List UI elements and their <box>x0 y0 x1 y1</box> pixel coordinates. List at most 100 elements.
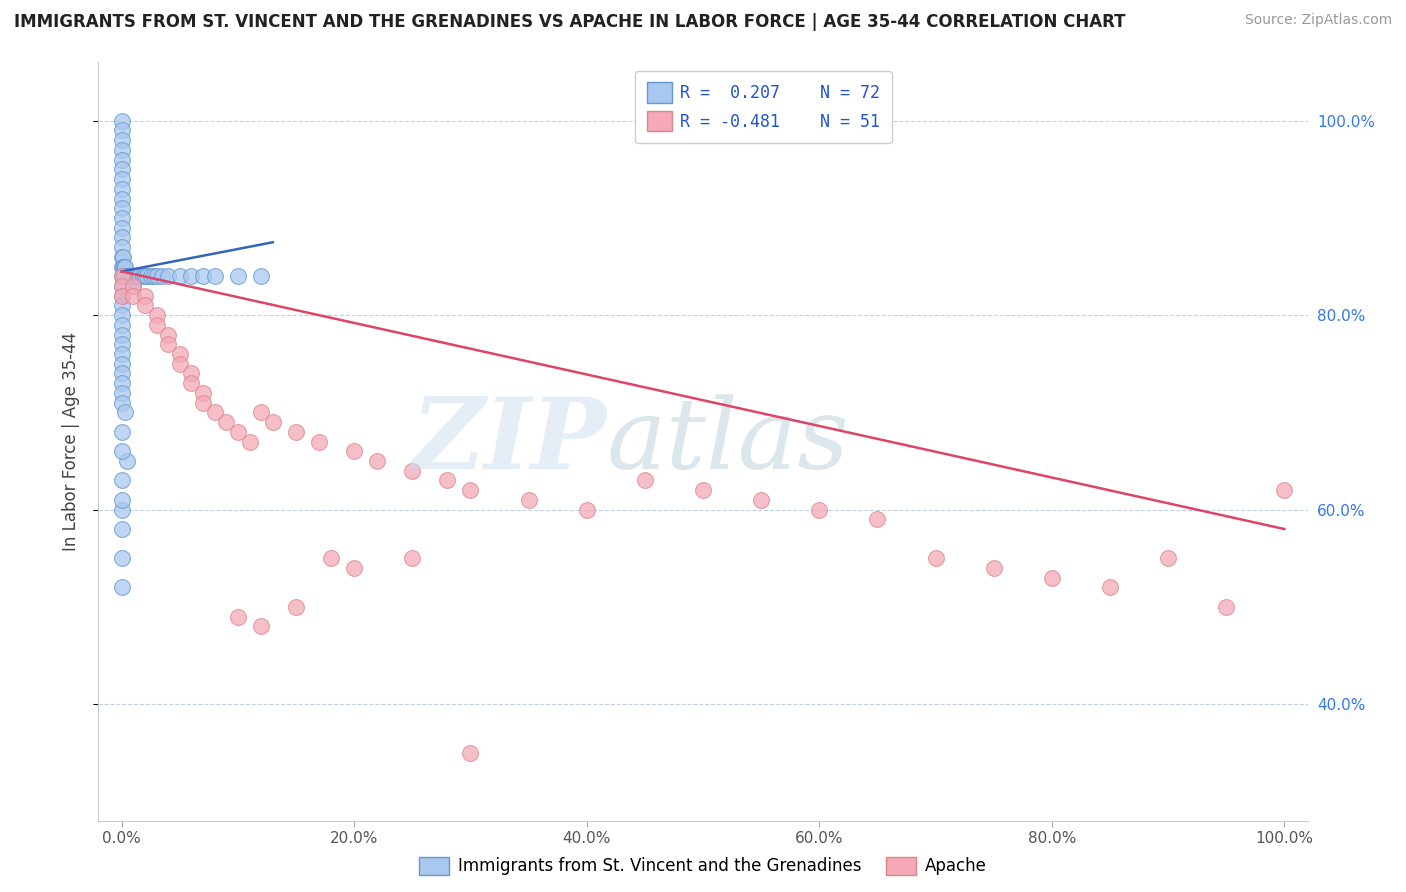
Point <box>285 599 308 614</box>
Point <box>1040 571 1063 585</box>
Point <box>111 502 134 516</box>
Text: atlas: atlas <box>606 394 849 489</box>
Legend: R =  0.207    N = 72, R = -0.481    N = 51: R = 0.207 N = 72, R = -0.481 N = 51 <box>636 70 891 143</box>
Point <box>1098 580 1121 594</box>
Point <box>111 162 134 177</box>
Point <box>111 211 134 225</box>
Point <box>226 609 249 624</box>
Point <box>111 153 134 167</box>
Point <box>180 376 202 391</box>
Legend: Immigrants from St. Vincent and the Grenadines, Apache: Immigrants from St. Vincent and the Gren… <box>411 848 995 884</box>
Point <box>111 250 134 264</box>
Point <box>117 269 139 284</box>
Point <box>111 250 134 264</box>
Point <box>204 405 226 419</box>
Point <box>285 425 308 439</box>
Point <box>1215 599 1237 614</box>
Point <box>401 551 423 566</box>
Point <box>180 269 202 284</box>
Point <box>575 502 598 516</box>
Point <box>111 260 134 274</box>
Point <box>111 289 134 303</box>
Point <box>122 279 145 293</box>
Point <box>111 269 134 284</box>
Point <box>308 434 330 449</box>
Point <box>634 474 657 488</box>
Point <box>204 269 226 284</box>
Point <box>114 269 136 284</box>
Y-axis label: In Labor Force | Age 35-44: In Labor Force | Age 35-44 <box>62 332 80 551</box>
Point <box>111 123 134 137</box>
Point <box>169 357 191 371</box>
Point <box>169 347 191 361</box>
Point <box>111 492 134 507</box>
Point <box>983 561 1005 575</box>
Point <box>111 269 134 284</box>
Point <box>226 269 249 284</box>
Point <box>136 269 159 284</box>
Point <box>117 454 139 468</box>
Point <box>517 492 540 507</box>
Point <box>111 182 134 196</box>
Point <box>122 269 145 284</box>
Point <box>134 289 156 303</box>
Point <box>111 337 134 351</box>
Point <box>111 240 134 254</box>
Point <box>122 279 145 293</box>
Point <box>180 367 202 381</box>
Point <box>111 357 134 371</box>
Point <box>139 269 162 284</box>
Point <box>115 269 138 284</box>
Point <box>157 337 180 351</box>
Point <box>111 444 134 458</box>
Point <box>114 405 136 419</box>
Point <box>111 269 134 284</box>
Point <box>226 425 249 439</box>
Point <box>866 512 889 526</box>
Point <box>111 192 134 206</box>
Point <box>460 746 482 760</box>
Point <box>239 434 262 449</box>
Point <box>145 269 167 284</box>
Point <box>111 327 134 342</box>
Point <box>111 298 134 312</box>
Point <box>145 318 167 332</box>
Point <box>157 327 180 342</box>
Point <box>250 619 273 633</box>
Point <box>112 269 135 284</box>
Point <box>111 143 134 157</box>
Point <box>111 386 134 401</box>
Point <box>692 483 714 497</box>
Text: Source: ZipAtlas.com: Source: ZipAtlas.com <box>1244 13 1392 28</box>
Point <box>436 474 458 488</box>
Point <box>215 415 238 429</box>
Point <box>131 269 153 284</box>
Point <box>111 425 134 439</box>
Point <box>111 367 134 381</box>
Point <box>111 551 134 566</box>
Point <box>111 269 134 284</box>
Point <box>134 298 156 312</box>
Point <box>808 502 831 516</box>
Point <box>111 308 134 322</box>
Point <box>111 220 134 235</box>
Point <box>134 269 156 284</box>
Point <box>111 474 134 488</box>
Point <box>150 269 173 284</box>
Point <box>924 551 946 566</box>
Point <box>122 289 145 303</box>
Point <box>111 230 134 244</box>
Point <box>343 444 366 458</box>
Point <box>111 279 134 293</box>
Point <box>145 308 167 322</box>
Point <box>749 492 772 507</box>
Point <box>111 376 134 391</box>
Point <box>111 201 134 215</box>
Point <box>401 464 423 478</box>
Point <box>111 395 134 409</box>
Point <box>111 113 134 128</box>
Point <box>169 269 191 284</box>
Point <box>111 318 134 332</box>
Point <box>128 269 150 284</box>
Point <box>157 269 180 284</box>
